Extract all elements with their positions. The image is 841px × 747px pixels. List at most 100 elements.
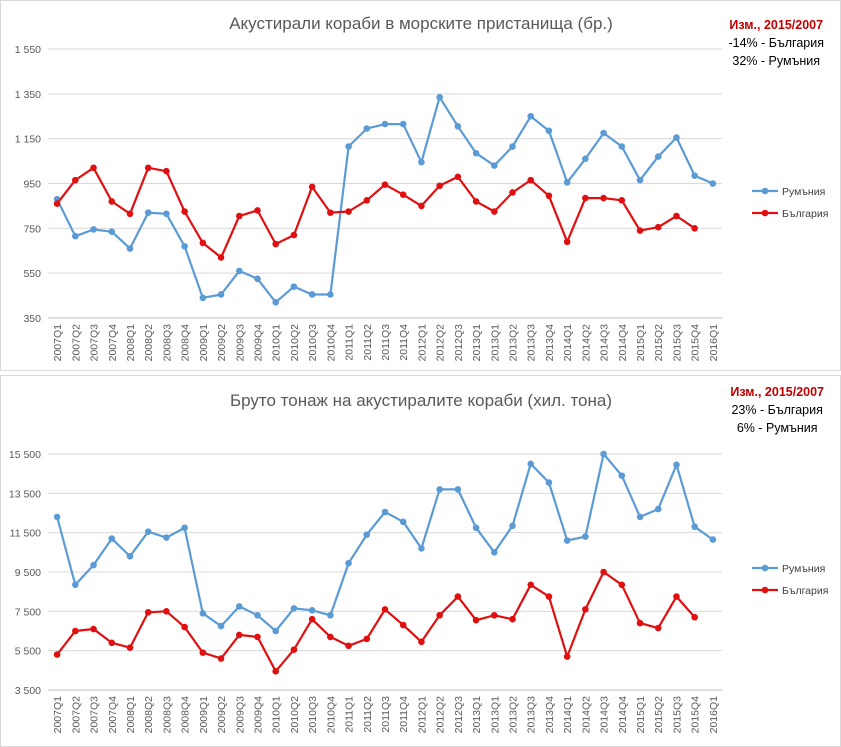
data-point xyxy=(490,611,498,619)
y-tick-label: 11 500 xyxy=(10,528,41,540)
x-tick-label: 2012Q2 xyxy=(435,324,447,362)
data-point xyxy=(527,112,535,120)
data-point xyxy=(509,615,516,623)
y-tick-label: 9 500 xyxy=(15,567,41,579)
legend-label: България xyxy=(782,585,828,597)
data-point xyxy=(472,198,480,205)
data-point xyxy=(90,625,97,633)
data-point xyxy=(144,528,152,535)
data-point xyxy=(673,134,680,141)
data-point xyxy=(363,531,371,538)
x-tick-label: 2011Q4 xyxy=(398,324,410,361)
legend-marker xyxy=(761,187,769,195)
x-tick-label: 2007Q4 xyxy=(107,324,119,362)
x-tick-label: 2007Q4 xyxy=(107,696,119,734)
x-tick-label: 2014Q3 xyxy=(599,324,611,362)
x-tick-label: 2014Q1 xyxy=(562,696,574,734)
data-point xyxy=(600,568,607,576)
data-point xyxy=(363,125,371,132)
y-tick-label: 1 550 xyxy=(15,44,41,56)
data-point xyxy=(126,552,134,560)
data-point xyxy=(327,633,334,641)
data-point xyxy=(290,231,298,239)
legend-label: Румъния xyxy=(782,186,825,198)
change-note-title: Изм., 2015/2007 xyxy=(729,18,824,32)
data-point xyxy=(53,513,61,521)
data-point xyxy=(618,581,626,589)
x-tick-label: 2015Q4 xyxy=(690,324,702,362)
data-point xyxy=(673,461,680,469)
data-point xyxy=(509,143,516,150)
data-point xyxy=(254,207,261,214)
x-tick-label: 2013Q4 xyxy=(544,696,556,734)
legend-marker xyxy=(761,209,769,217)
data-point xyxy=(563,537,571,544)
data-point xyxy=(144,609,152,616)
data-point xyxy=(163,167,170,175)
data-point xyxy=(381,508,389,516)
chart-title: Бруто тонаж на акустиралите кораби (хил.… xyxy=(230,391,612,410)
data-point xyxy=(181,208,188,215)
x-tick-label: 2013Q1 xyxy=(489,324,501,362)
x-tick-label: 2015Q3 xyxy=(671,696,683,734)
y-tick-label: 13 500 xyxy=(9,488,41,500)
x-tick-label: 2008Q3 xyxy=(161,696,173,734)
data-point xyxy=(673,212,680,220)
data-point xyxy=(108,198,116,205)
data-point xyxy=(618,197,626,204)
data-point xyxy=(308,607,316,614)
data-point xyxy=(345,559,352,567)
change-note: Изм., 2015/2007 -14% - България 32% - Ру… xyxy=(728,16,824,70)
data-point xyxy=(90,561,97,569)
x-tick-label: 2016Q1 xyxy=(708,324,720,362)
data-point xyxy=(545,479,553,486)
x-tick-label: 2007Q2 xyxy=(70,696,82,734)
data-point xyxy=(72,627,79,635)
data-point xyxy=(199,294,207,302)
data-point xyxy=(163,608,170,615)
x-tick-label: 2012Q1 xyxy=(416,696,428,734)
data-point xyxy=(582,194,589,202)
x-tick-label: 2010Q4 xyxy=(325,696,337,734)
change-note-title: Изм., 2015/2007 xyxy=(730,385,824,399)
y-tick-label: 350 xyxy=(23,313,41,325)
chart-panel-ships-count: Акустирали кораби в морските пристанища … xyxy=(0,0,841,371)
data-point xyxy=(327,611,334,619)
data-point xyxy=(290,283,298,290)
data-point xyxy=(345,642,352,650)
x-tick-label: 2010Q2 xyxy=(289,696,301,734)
data-point xyxy=(654,505,662,513)
x-tick-label: 2009Q4 xyxy=(252,696,264,734)
data-point xyxy=(272,240,280,248)
x-tick-label: 2011Q3 xyxy=(380,324,392,361)
data-point xyxy=(363,197,371,204)
data-point xyxy=(144,164,152,172)
data-point xyxy=(399,621,407,629)
data-point xyxy=(308,183,316,191)
data-point xyxy=(217,291,225,298)
x-tick-label: 2011Q3 xyxy=(380,696,392,733)
data-point xyxy=(108,639,116,647)
data-point xyxy=(290,605,298,612)
x-tick-label: 2008Q1 xyxy=(125,696,137,734)
x-tick-label: 2008Q1 xyxy=(125,324,137,362)
data-point xyxy=(636,227,644,234)
y-tick-label: 550 xyxy=(23,268,41,280)
data-point xyxy=(545,192,553,200)
data-point xyxy=(545,593,553,600)
x-tick-label: 2013Q1 xyxy=(471,324,483,362)
x-tick-label: 2013Q2 xyxy=(508,696,520,734)
y-tick-label: 950 xyxy=(23,179,41,191)
x-tick-label: 2014Q4 xyxy=(617,324,629,362)
data-point xyxy=(399,518,407,526)
data-point xyxy=(399,120,407,128)
data-point xyxy=(582,533,589,540)
x-tick-label: 2013Q1 xyxy=(489,696,501,734)
x-tick-label: 2014Q1 xyxy=(562,324,574,362)
data-point xyxy=(272,627,280,635)
data-point xyxy=(582,606,589,613)
x-tick-label: 2007Q1 xyxy=(52,324,64,362)
x-tick-label: 2010Q2 xyxy=(289,324,301,362)
series-line xyxy=(56,570,696,673)
data-point xyxy=(527,581,535,589)
